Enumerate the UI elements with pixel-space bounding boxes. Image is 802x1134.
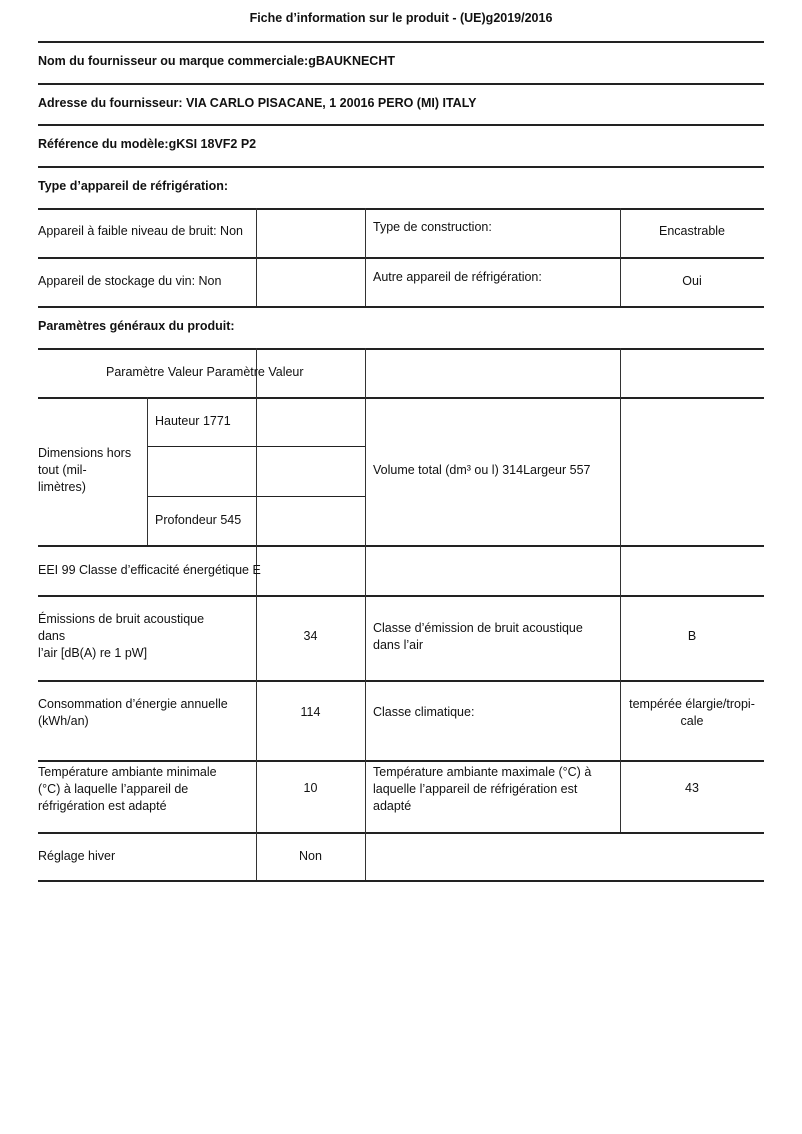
energy-consumption-value: 114 [300,705,321,719]
model-reference: Référence du modèle:gKSI 18VF2 P2 [38,137,257,151]
other-appliance-value: Oui [682,274,702,288]
row-divider [38,348,764,350]
min-temperature-value: 10 [303,781,318,795]
construction-type-value: Encastrable [658,224,725,238]
min-temperature-label: Température ambiante minimale (°C) à laqu… [38,765,217,813]
row-divider [38,124,764,126]
column-divider [256,348,257,880]
noise-class-label: Classe d’émission de bruit acoustique dan… [373,621,583,652]
column-divider [365,208,366,306]
column-divider [620,208,621,306]
max-temperature-label: Température ambiante maximale (°C) à laqu… [373,765,592,813]
row-divider [38,760,764,762]
column-divider [365,348,366,880]
winter-setting-label: Réglage hiver [38,849,116,863]
noise-emission-value: 34 [303,629,318,643]
supplier-name: Nom du fournisseur ou marque commerciale… [38,54,395,68]
row-divider [38,595,764,597]
row-divider [38,208,764,210]
general-parameters-heading: Paramètres généraux du produit: [38,319,235,333]
column-divider [620,348,621,832]
wine-storage-appliance: Appareil de stockage du vin: Non [38,274,222,288]
row-divider [38,880,764,882]
height-value: Hauteur 1771 [155,414,231,428]
column-divider [256,208,257,306]
row-divider [38,306,764,308]
max-temperature-value: 43 [685,781,699,795]
row-divider [38,397,764,399]
row-divider [38,832,764,834]
row-divider [38,166,764,168]
noise-class-value: B [687,629,697,643]
climate-class-label: Classe climatique: [373,705,475,719]
document-title: Fiche d’information sur le produit - (UE… [249,11,553,25]
row-divider [38,83,764,85]
row-divider [38,257,764,259]
row-divider [38,41,764,43]
energy-efficiency: EEI 99 Classe d’efficacité énergétique E [38,563,261,577]
climate-class-value: tempérée élargie/tropi-cale [629,697,755,728]
parameter-header: Paramètre Valeur Paramètre Valeur [106,365,304,379]
appliance-type-heading: Type d’appareil de réfrigération: [38,179,229,193]
column-divider [147,397,148,545]
construction-type-label: Type de construction: [373,220,492,234]
dimensions-label: Dimensions hors tout (mil-limètres) [38,446,132,494]
depth-value: Profondeur 545 [155,513,242,527]
noise-emission-label: Émissions de bruit acoustique dans l’air [… [38,612,205,660]
low-noise-appliance: Appareil à faible niveau de bruit: Non [38,224,243,238]
other-appliance-label: Autre appareil de réfrigération: [373,270,542,284]
row-divider [38,545,764,547]
energy-consumption-label: Consommation d’énergie annuelle (kWh/an) [38,697,228,728]
row-divider [38,680,764,682]
supplier-address: Adresse du fournisseur: VIA CARLO PISACA… [38,96,477,110]
volume-width-value: Volume total (dm³ ou l) 314Largeur 557 [373,463,591,477]
winter-setting-value: Non [299,849,322,863]
